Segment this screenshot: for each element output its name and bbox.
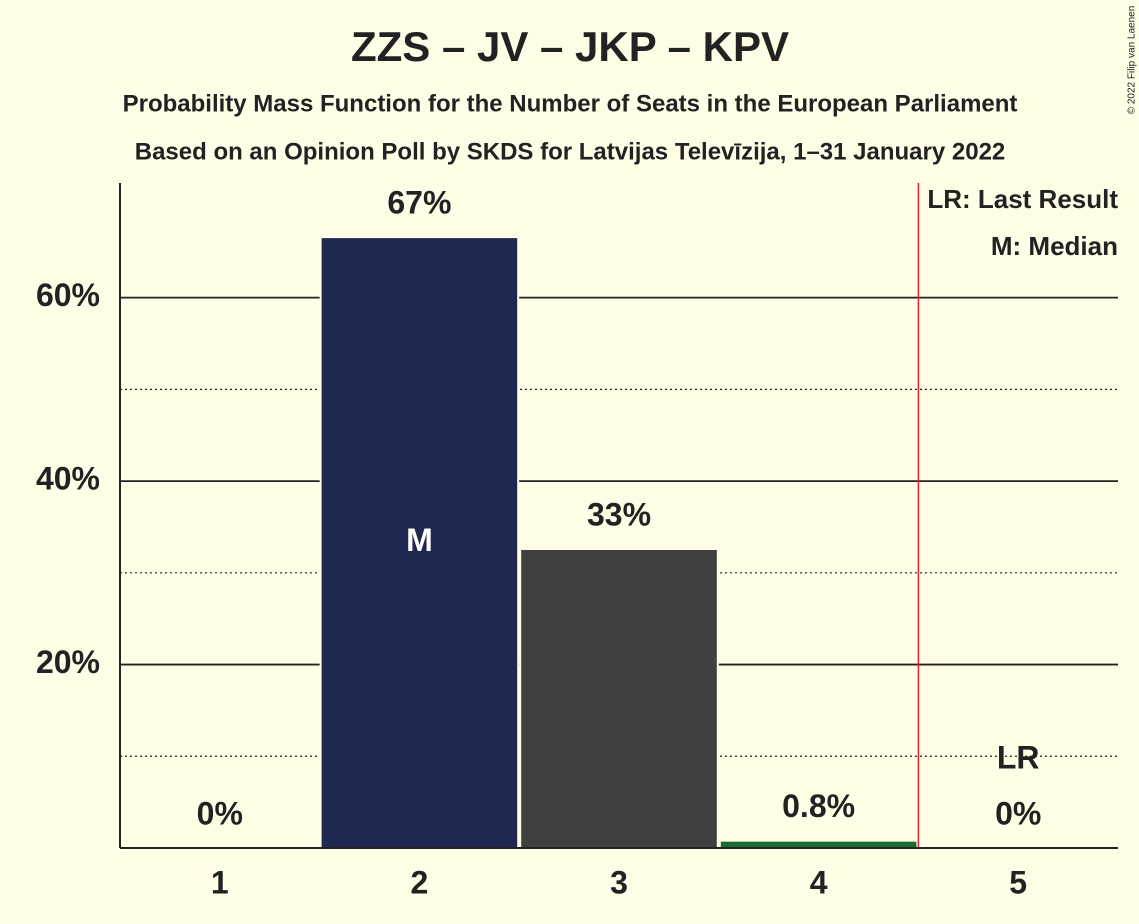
- y-tick-label: 60%: [36, 277, 100, 313]
- x-tick-label: 3: [610, 864, 628, 900]
- chart-subtitle: Probability Mass Function for the Number…: [123, 90, 1018, 117]
- bar: [319, 236, 520, 849]
- value-label: 0.8%: [782, 788, 855, 824]
- value-label: 0%: [995, 795, 1041, 831]
- value-label: 0%: [197, 795, 243, 831]
- bar: [718, 839, 919, 849]
- last-result-marker: LR: [997, 739, 1040, 775]
- x-tick-label: 2: [411, 864, 429, 900]
- legend-entry: LR: Last Result: [927, 184, 1118, 214]
- chart-title: ZZS – JV – JKP – KPV: [351, 23, 789, 70]
- bar: [519, 547, 719, 849]
- legend-entry: M: Median: [991, 231, 1118, 261]
- chart-subtitle: Based on an Opinion Poll by SKDS for Lat…: [135, 138, 1006, 165]
- y-tick-label: 20%: [36, 644, 100, 680]
- median-marker: M: [406, 522, 433, 558]
- x-tick-label: 1: [211, 864, 229, 900]
- x-tick-label: 5: [1009, 864, 1027, 900]
- x-tick-label: 4: [810, 864, 828, 900]
- y-tick-label: 40%: [36, 461, 100, 497]
- copyright: © 2022 Filip van Laenen: [1127, 6, 1138, 115]
- value-label: 33%: [587, 496, 651, 532]
- value-label: 67%: [387, 185, 451, 221]
